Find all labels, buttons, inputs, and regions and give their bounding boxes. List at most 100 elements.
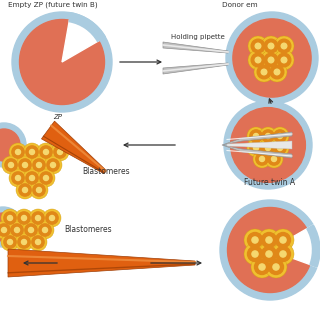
Circle shape xyxy=(36,221,54,239)
Circle shape xyxy=(1,209,19,227)
Circle shape xyxy=(259,264,265,270)
Circle shape xyxy=(247,127,265,145)
Circle shape xyxy=(281,43,287,49)
Circle shape xyxy=(22,163,28,168)
Circle shape xyxy=(9,169,27,187)
Text: Blastomeres: Blastomeres xyxy=(82,167,130,177)
Text: Blastomeres: Blastomeres xyxy=(64,226,112,235)
Circle shape xyxy=(28,228,34,233)
Circle shape xyxy=(36,215,41,220)
Circle shape xyxy=(276,246,291,261)
Wedge shape xyxy=(62,20,99,62)
Circle shape xyxy=(33,159,45,171)
Circle shape xyxy=(253,133,259,139)
Text: Holding pipette: Holding pipette xyxy=(171,34,225,40)
Wedge shape xyxy=(307,225,320,267)
Circle shape xyxy=(7,239,12,244)
Circle shape xyxy=(274,130,286,142)
Circle shape xyxy=(12,172,24,184)
Circle shape xyxy=(280,251,286,257)
Circle shape xyxy=(15,233,33,251)
Circle shape xyxy=(255,43,261,49)
Polygon shape xyxy=(222,132,292,145)
Circle shape xyxy=(39,224,51,236)
Polygon shape xyxy=(163,42,228,53)
Circle shape xyxy=(2,228,6,233)
Circle shape xyxy=(265,150,283,168)
Circle shape xyxy=(36,163,42,168)
Circle shape xyxy=(280,237,286,243)
Circle shape xyxy=(32,236,44,248)
Circle shape xyxy=(46,212,58,224)
Circle shape xyxy=(248,233,262,247)
Circle shape xyxy=(44,156,62,174)
Circle shape xyxy=(22,221,40,239)
Circle shape xyxy=(254,62,274,82)
Circle shape xyxy=(274,50,294,70)
Circle shape xyxy=(15,209,33,227)
Circle shape xyxy=(259,127,277,145)
Circle shape xyxy=(29,209,47,227)
Circle shape xyxy=(0,213,17,241)
Circle shape xyxy=(5,159,17,171)
Circle shape xyxy=(266,133,270,139)
Circle shape xyxy=(271,139,289,157)
Circle shape xyxy=(258,229,280,251)
Circle shape xyxy=(0,129,20,161)
Circle shape xyxy=(220,200,320,300)
Circle shape xyxy=(29,175,35,180)
Circle shape xyxy=(274,36,294,56)
Circle shape xyxy=(273,264,279,270)
Circle shape xyxy=(250,142,262,154)
Circle shape xyxy=(247,139,265,157)
Circle shape xyxy=(248,50,268,70)
Polygon shape xyxy=(222,145,292,158)
Circle shape xyxy=(231,108,305,182)
Circle shape xyxy=(47,159,59,171)
Circle shape xyxy=(252,251,258,257)
Circle shape xyxy=(251,53,265,67)
Circle shape xyxy=(16,156,34,174)
Polygon shape xyxy=(8,249,195,277)
Circle shape xyxy=(274,142,286,154)
Polygon shape xyxy=(227,141,292,149)
Circle shape xyxy=(36,188,42,193)
Circle shape xyxy=(271,127,289,145)
Polygon shape xyxy=(42,121,106,174)
Circle shape xyxy=(261,246,276,261)
Circle shape xyxy=(26,172,38,184)
Circle shape xyxy=(29,149,35,155)
Circle shape xyxy=(260,156,265,162)
Circle shape xyxy=(268,260,284,275)
Circle shape xyxy=(22,188,28,193)
Circle shape xyxy=(244,229,266,251)
Circle shape xyxy=(268,57,274,63)
Circle shape xyxy=(267,62,287,82)
Circle shape xyxy=(265,256,287,278)
Circle shape xyxy=(264,53,278,67)
Circle shape xyxy=(281,57,287,63)
Circle shape xyxy=(257,65,271,79)
Circle shape xyxy=(277,146,283,150)
Circle shape xyxy=(261,50,281,70)
Circle shape xyxy=(33,184,45,196)
Circle shape xyxy=(2,156,20,174)
Circle shape xyxy=(244,243,266,265)
Circle shape xyxy=(248,246,262,261)
Circle shape xyxy=(43,209,61,227)
Circle shape xyxy=(9,143,27,161)
Circle shape xyxy=(8,221,26,239)
Circle shape xyxy=(258,243,280,265)
Circle shape xyxy=(0,207,23,247)
Circle shape xyxy=(266,237,272,243)
Circle shape xyxy=(0,123,26,167)
Circle shape xyxy=(9,163,13,168)
Circle shape xyxy=(12,146,24,158)
Circle shape xyxy=(43,228,48,233)
Circle shape xyxy=(251,39,265,53)
Circle shape xyxy=(266,251,272,257)
Circle shape xyxy=(261,233,276,247)
Circle shape xyxy=(0,224,10,236)
Circle shape xyxy=(32,212,44,224)
Text: Future twin A: Future twin A xyxy=(244,178,296,187)
